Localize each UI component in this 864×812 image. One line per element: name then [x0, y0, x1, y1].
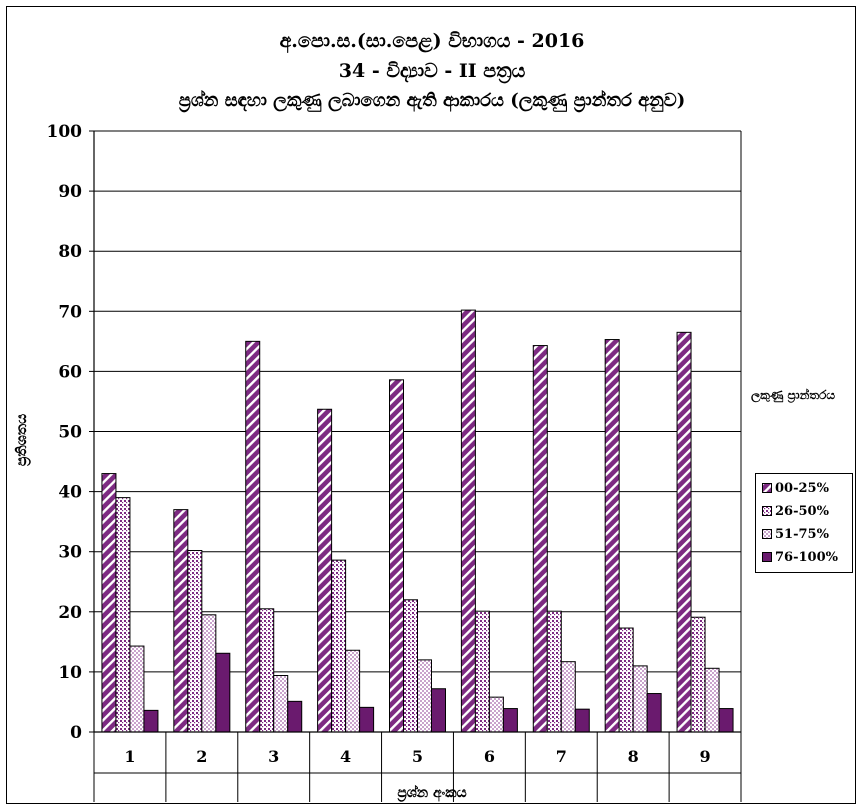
legend-swatch-26-50	[762, 506, 772, 516]
bar-q6-76-100	[502, 708, 518, 733]
bar-q1-76-100	[143, 709, 159, 733]
bar-q1-51-75	[129, 645, 145, 733]
y-axis-label: ප්‍රතිශතය	[14, 413, 30, 467]
chart-title-line-2: 34 - විද්‍යාව - II පත්‍රය	[338, 60, 526, 82]
legend: 00-25% 26-50% 51-75% 76-100%	[755, 473, 853, 573]
x-tick-label-1: 1	[124, 747, 135, 766]
y-tick-label-0: 0	[70, 723, 82, 743]
bar-q6-26-50	[474, 610, 490, 733]
legend-label-76-100: 76-100%	[775, 549, 838, 565]
bar-q2-76-100	[215, 652, 231, 733]
bar-q6-51-75	[488, 696, 504, 733]
bar-q4-00-25	[317, 408, 333, 733]
x-tick-label-9: 9	[699, 747, 710, 766]
legend-label-00-25: 00-25%	[775, 480, 829, 496]
chart-title-line-3: ප්‍රශ්න සඳහා ලකුණු ලබාගෙන ඇති ආකාරය (ලකු…	[178, 90, 686, 111]
bar-q6-00-25	[460, 309, 476, 733]
bar-q3-76-100	[287, 700, 303, 733]
bar-q5-76-100	[431, 688, 446, 733]
legend-label-26-50: 26-50%	[775, 503, 829, 519]
bar-q1-00-25	[101, 473, 117, 733]
x-axis-label: ප්‍රශ්න අංකය	[397, 785, 467, 801]
bar-q4-51-75	[345, 649, 361, 733]
bar-q9-00-25	[676, 331, 692, 733]
y-tick-label-50: 50	[58, 423, 82, 443]
bar-q5-00-25	[389, 379, 404, 733]
bar-q2-26-50	[187, 549, 203, 733]
x-tick-label-4: 4	[340, 747, 351, 766]
bar-q9-76-100	[718, 708, 734, 733]
bar-q9-51-75	[704, 667, 720, 733]
y-tick-label-60: 60	[58, 362, 82, 382]
bar-q1-26-50	[115, 497, 131, 733]
y-tick-label-40: 40	[58, 483, 82, 503]
bar-q7-76-100	[574, 708, 590, 733]
bar-q2-51-75	[201, 614, 217, 733]
bar-q4-26-50	[331, 559, 347, 733]
y-tick-label-100: 100	[47, 122, 83, 142]
bar-q3-51-75	[273, 675, 289, 733]
legend-swatch-76-100	[762, 552, 772, 562]
x-tick-label-6: 6	[484, 747, 495, 766]
y-tick-label-30: 30	[58, 543, 82, 563]
y-tick-label-80: 80	[58, 242, 82, 262]
legend-item-51-75: 51-75%	[762, 526, 829, 542]
legend-item-76-100: 76-100%	[762, 549, 838, 565]
bar-q7-26-50	[546, 610, 562, 733]
x-tick-label-5: 5	[412, 747, 423, 766]
x-tick-label-2: 2	[196, 747, 207, 766]
chart-title-line-1: අ.පො.ස.(සා.පෙළ) විභාගය - 2016	[279, 30, 585, 52]
legend-item-26-50: 26-50%	[762, 503, 829, 519]
bar-q4-76-100	[359, 706, 375, 733]
y-tick-label-90: 90	[58, 182, 82, 202]
bar-q3-00-25	[245, 340, 261, 733]
x-tick-label-8: 8	[628, 747, 639, 766]
legend-swatch-51-75	[762, 529, 772, 539]
y-tick-label-70: 70	[58, 302, 82, 322]
bar-q7-51-75	[560, 661, 576, 733]
bar-q3-26-50	[259, 608, 275, 733]
legend-swatch-00-25	[762, 483, 772, 493]
bar-q8-26-50	[618, 627, 634, 733]
bar-q9-26-50	[690, 616, 706, 733]
legend-title: ලකුණු ප්‍රාන්තරය	[751, 388, 835, 402]
x-tick-label-3: 3	[268, 747, 279, 766]
bar-q8-76-100	[646, 693, 662, 733]
bar-q8-51-75	[632, 665, 648, 733]
x-tick-label-7: 7	[556, 747, 567, 766]
y-tick-label-20: 20	[58, 603, 82, 623]
bar-q2-00-25	[173, 509, 189, 733]
legend-label-51-75: 51-75%	[775, 526, 829, 542]
bar-q5-26-50	[403, 599, 418, 733]
y-tick-label-10: 10	[58, 663, 82, 683]
bar-q8-00-25	[604, 339, 620, 733]
bar-q5-51-75	[417, 659, 432, 733]
legend-item-00-25: 00-25%	[762, 480, 829, 496]
bar-q7-00-25	[532, 345, 548, 733]
